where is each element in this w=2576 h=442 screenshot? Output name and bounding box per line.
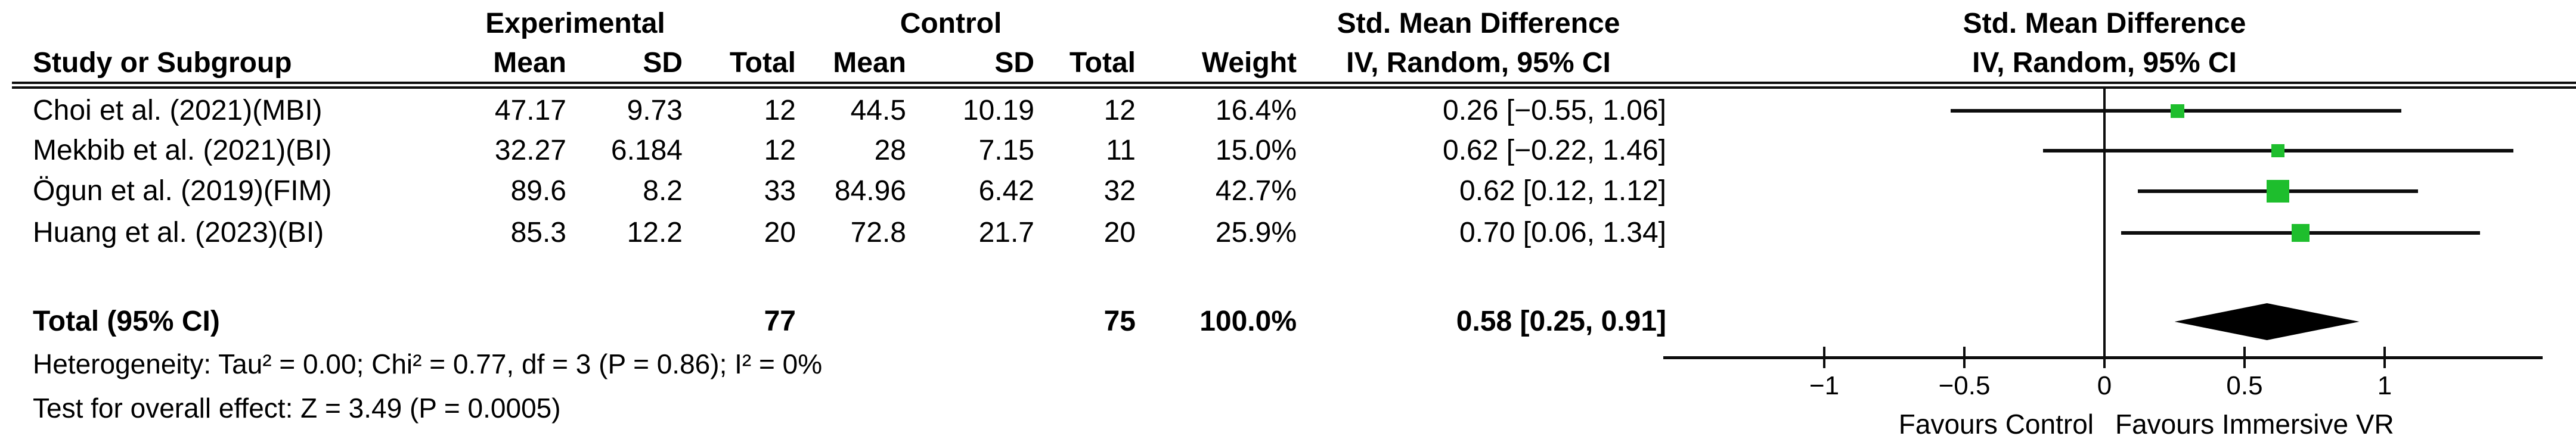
weight-square-marker bbox=[2170, 104, 2184, 118]
cell-weight: 15.0% bbox=[1215, 135, 1297, 166]
col-header-method-table: IV, Random, 95% CI bbox=[1346, 47, 1611, 79]
axis-tick bbox=[2383, 347, 2386, 368]
cell-exp-mean: 85.3 bbox=[510, 217, 566, 248]
col-header-exp-total: Total bbox=[729, 47, 796, 79]
favours-right-label: Favours Immersive VR bbox=[2115, 409, 2394, 440]
col-header-exp-sd: SD bbox=[643, 47, 683, 79]
axis-tick-label: 0.5 bbox=[2226, 371, 2263, 400]
total-ctrl-total: 75 bbox=[1103, 306, 1136, 337]
cell-ctrl-total: 12 bbox=[1103, 95, 1136, 126]
cell-exp-mean: 89.6 bbox=[510, 175, 566, 207]
axis-tick bbox=[1823, 347, 1825, 368]
cell-exp-total: 20 bbox=[764, 217, 796, 248]
col-header-ctrl-mean: Mean bbox=[833, 47, 906, 79]
axis-tick-label: −1 bbox=[1809, 371, 1840, 400]
cell-ctrl-sd: 10.19 bbox=[962, 95, 1034, 126]
zero-line bbox=[2103, 89, 2106, 358]
cell-ctrl-sd: 21.7 bbox=[978, 217, 1034, 248]
axis-tick bbox=[1963, 347, 1966, 368]
cell-ctrl-mean: 72.8 bbox=[850, 217, 906, 248]
cell-exp-total: 12 bbox=[764, 135, 796, 166]
header-smd-table: Std. Mean Difference bbox=[1337, 8, 1620, 39]
heterogeneity-note: Heterogeneity: Tau² = 0.00; Chi² = 0.77,… bbox=[33, 348, 823, 379]
cell-exp-total: 33 bbox=[764, 175, 796, 207]
cell-study-label: Choi et al. (2021)(MBI) bbox=[33, 95, 323, 126]
total-diamond bbox=[2174, 303, 2360, 340]
favours-left-label: Favours Control bbox=[1898, 409, 2094, 440]
cell-study-label: Huang et al. (2023)(BI) bbox=[33, 217, 324, 248]
col-header-study: Study or Subgroup bbox=[33, 47, 292, 79]
cell-ctrl-total: 32 bbox=[1103, 175, 1136, 207]
cell-ctrl-sd: 6.42 bbox=[978, 175, 1034, 207]
col-header-ctrl-total: Total bbox=[1069, 47, 1136, 79]
cell-exp-sd: 12.2 bbox=[627, 217, 683, 248]
header-rule-top bbox=[12, 82, 2576, 84]
cell-study-label: Mekbib et al. (2021)(BI) bbox=[33, 135, 332, 166]
overall-effect-note: Test for overall effect: Z = 3.49 (P = 0… bbox=[33, 393, 561, 424]
axis-tick-label: −0.5 bbox=[1938, 371, 1991, 400]
cell-ctrl-sd: 7.15 bbox=[978, 135, 1034, 166]
cell-ctrl-total: 20 bbox=[1103, 217, 1136, 248]
cell-smd-ci-text: 0.70 [0.06, 1.34] bbox=[1459, 217, 1666, 248]
col-header-weight: Weight bbox=[1201, 47, 1297, 79]
total-exp-total: 77 bbox=[764, 306, 796, 337]
axis-tick bbox=[2103, 347, 2106, 368]
col-header-exp-mean: Mean bbox=[493, 47, 566, 79]
header-smd-plot: Std. Mean Difference bbox=[1963, 8, 2246, 39]
cell-exp-sd: 8.2 bbox=[643, 175, 683, 207]
cell-smd-ci-text: 0.62 [0.12, 1.12] bbox=[1459, 175, 1666, 207]
cell-ctrl-total: 11 bbox=[1106, 135, 1136, 166]
cell-exp-total: 12 bbox=[764, 95, 796, 126]
weight-square-marker bbox=[2267, 180, 2290, 203]
cell-weight: 42.7% bbox=[1215, 175, 1297, 207]
axis-tick-label: 1 bbox=[2377, 371, 2392, 400]
col-header-ctrl-sd: SD bbox=[994, 47, 1034, 79]
cell-exp-mean: 47.17 bbox=[494, 95, 566, 126]
header-rule-bottom bbox=[12, 86, 2576, 89]
cell-exp-mean: 32.27 bbox=[494, 135, 566, 166]
cell-ctrl-mean: 28 bbox=[874, 135, 906, 166]
axis-line bbox=[1663, 356, 2543, 359]
cell-study-label: Ögun et al. (2019)(FIM) bbox=[33, 175, 332, 207]
cell-weight: 25.9% bbox=[1215, 217, 1297, 248]
cell-weight: 16.4% bbox=[1215, 95, 1297, 126]
header-experimental: Experimental bbox=[485, 8, 665, 39]
total-smd-ci-text: 0.58 [0.25, 0.91] bbox=[1456, 306, 1666, 337]
total-label: Total (95% CI) bbox=[33, 306, 220, 337]
cell-ctrl-mean: 44.5 bbox=[850, 95, 906, 126]
col-header-method-plot: IV, Random, 95% CI bbox=[1972, 47, 2237, 79]
cell-smd-ci-text: 0.62 [−0.22, 1.46] bbox=[1443, 135, 1666, 166]
cell-ctrl-mean: 84.96 bbox=[834, 175, 906, 207]
cell-exp-sd: 6.184 bbox=[610, 135, 683, 166]
total-weight: 100.0% bbox=[1199, 306, 1297, 337]
cell-exp-sd: 9.73 bbox=[627, 95, 683, 126]
cell-smd-ci-text: 0.26 [−0.55, 1.06] bbox=[1443, 95, 1666, 126]
weight-square-marker bbox=[2271, 144, 2285, 157]
header-control: Control bbox=[900, 8, 1002, 39]
axis-tick-label: 0 bbox=[2097, 371, 2112, 400]
weight-square-marker bbox=[2292, 224, 2310, 242]
axis-tick bbox=[2243, 347, 2246, 368]
